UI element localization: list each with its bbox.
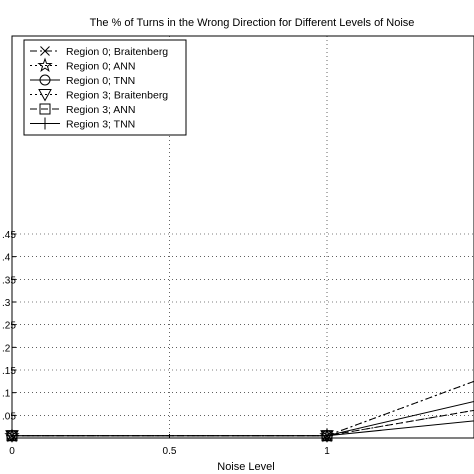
series-line	[12, 420, 474, 437]
y-tick-label: .15	[2, 366, 16, 377]
series-layer	[4, 380, 474, 443]
series-line	[12, 380, 474, 437]
series-1	[7, 380, 474, 441]
legend-label: Region 0; Braitenberg	[66, 46, 168, 58]
series-5	[6, 409, 474, 442]
y-tick-label: .05	[2, 411, 16, 422]
series-6	[6, 420, 474, 442]
x-tick-label: 1	[324, 446, 330, 457]
legend: Region 0; Braitenberg Region 0; ANN Region…	[23, 39, 187, 136]
legend-marker	[39, 117, 51, 130]
legend-label: Region 3; ANN	[66, 104, 135, 116]
grid	[12, 36, 474, 438]
y-tick-label: .35	[2, 275, 16, 286]
ticks: 00.511.522.5.05.1.15.2.25.3.35.4.45	[2, 230, 330, 457]
x-axis-label: Noise Level	[217, 461, 274, 473]
series-line	[12, 409, 474, 437]
legend-box	[23, 39, 187, 136]
legend-item: Region 3; Braitenberg	[30, 89, 168, 102]
y-tick-label: .4	[2, 253, 11, 264]
legend-label: Region 0; TNN	[66, 75, 135, 87]
legend-marker	[37, 57, 53, 72]
legend-item: Region 0; Braitenberg	[30, 46, 168, 58]
legend-label: Region 0; ANN	[66, 61, 135, 73]
legend-label: Region 3; TNN	[66, 119, 135, 131]
y-tick-label: .45	[2, 230, 16, 241]
chart-title: The % of Turns in the Wrong Direction fo…	[90, 17, 415, 29]
legend-marker	[38, 89, 52, 102]
x-tick-label: 0	[9, 446, 15, 457]
series-2	[4, 380, 474, 443]
legend-marker	[39, 74, 51, 86]
series-line	[12, 409, 474, 437]
legend-marker	[40, 46, 50, 56]
series-line	[12, 380, 474, 437]
legend-item: Region 3; TNN	[30, 117, 135, 131]
legend-item: Region 0; TNN	[30, 74, 135, 87]
y-tick-label: .3	[2, 298, 11, 309]
legend-marker	[39, 103, 51, 115]
y-tick-label: .2	[2, 343, 11, 354]
legend-label: Region 3; Braitenberg	[66, 90, 168, 102]
legend-item: Region 3; ANN	[30, 103, 135, 116]
y-tick-label: .1	[2, 389, 11, 400]
legend-item: Region 0; ANN	[30, 57, 135, 73]
series-4	[5, 409, 474, 443]
y-tick-label: .25	[2, 321, 16, 332]
x-tick-label: 0.5	[163, 446, 177, 457]
plot-frame	[11, 35, 474, 439]
